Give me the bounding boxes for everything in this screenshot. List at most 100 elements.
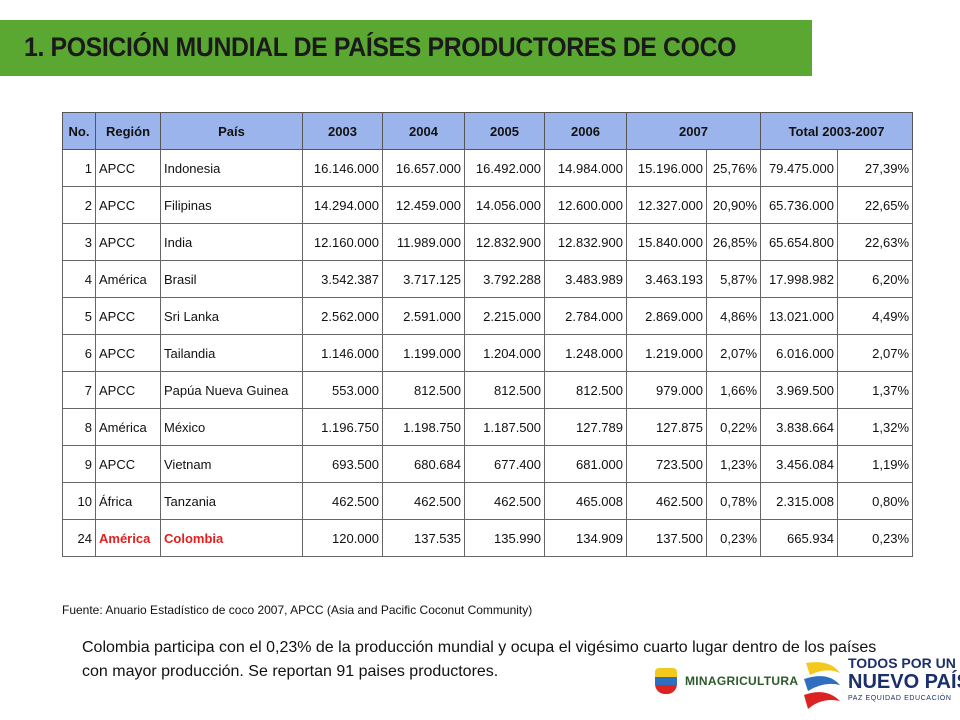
cell-region: APCC <box>95 297 161 335</box>
cell-2007: 462.500 <box>626 482 707 520</box>
cell-country: Vietnam <box>160 445 303 483</box>
cell-2006: 127.789 <box>544 408 627 446</box>
cell-total-share: 1,19% <box>837 445 914 483</box>
gov-slogan-line3: PAZ EQUIDAD EDUCACIÓN <box>848 695 952 702</box>
cell-2005: 677.400 <box>464 445 545 483</box>
cell-total: 3.838.664 <box>760 408 839 446</box>
cell-no: 7 <box>62 371 96 409</box>
cell-total-share: 2,07% <box>837 334 914 372</box>
cell-total: 13.021.000 <box>760 297 839 335</box>
cell-2007-share: 26,85% <box>705 223 762 261</box>
cell-2006: 1.248.000 <box>544 334 627 372</box>
cell-2006: 134.909 <box>544 519 627 557</box>
cell-no: 2 <box>62 186 96 224</box>
cell-2003: 2.562.000 <box>302 297 383 335</box>
cell-total: 3.456.084 <box>760 445 839 483</box>
cell-region: América <box>95 408 161 446</box>
source-note: Fuente: Anuario Estadístico de coco 2007… <box>62 603 533 617</box>
cell-2003: 1.196.750 <box>302 408 383 446</box>
cell-2003: 120.000 <box>302 519 383 557</box>
cell-2004: 1.199.000 <box>382 334 465 372</box>
cell-country: Papúa Nueva Guinea <box>160 371 303 409</box>
table-row: 4 América Brasil 3.542.387 3.717.125 3.792.28… <box>62 260 914 298</box>
header-2004: 2004 <box>382 112 465 150</box>
cell-2003: 1.146.000 <box>302 334 383 372</box>
cell-region: África <box>95 482 161 520</box>
cell-2007-share: 0,22% <box>705 408 762 446</box>
cell-no: 8 <box>62 408 96 446</box>
cell-2007: 2.869.000 <box>626 297 707 335</box>
header-no: No. <box>62 112 96 150</box>
header-total: Total 2003-2007 <box>760 112 914 150</box>
gov-slogan-line2: NUEVO PAÍS <box>848 671 960 693</box>
cell-region: América <box>95 519 161 557</box>
cell-2004: 680.684 <box>382 445 465 483</box>
minagricultura-label: MINAGRICULTURA <box>685 674 799 688</box>
table-row: 3 APCC India 12.160.000 11.989.000 12.832.900… <box>62 223 914 261</box>
cell-2005: 16.492.000 <box>464 149 545 187</box>
cell-total: 65.736.000 <box>760 186 839 224</box>
cell-2004: 1.198.750 <box>382 408 465 446</box>
cell-2006: 465.008 <box>544 482 627 520</box>
cell-no: 4 <box>62 260 96 298</box>
cell-2007: 979.000 <box>626 371 707 409</box>
cell-total: 665.934 <box>760 519 839 557</box>
colombia-crest-icon <box>655 668 677 694</box>
cell-2007: 127.875 <box>626 408 707 446</box>
cell-2004: 16.657.000 <box>382 149 465 187</box>
cell-2007-share: 2,07% <box>705 334 762 372</box>
cell-total-share: 1,37% <box>837 371 914 409</box>
cell-region: APCC <box>95 445 161 483</box>
cell-2003: 12.160.000 <box>302 223 383 261</box>
cell-total-share: 1,32% <box>837 408 914 446</box>
nuevo-pais-logo: TODOS POR UN NUEVO PAÍS PAZ EQUIDAD EDUC… <box>800 655 960 715</box>
cell-2005: 14.056.000 <box>464 186 545 224</box>
cell-2004: 137.535 <box>382 519 465 557</box>
cell-total: 2.315.008 <box>760 482 839 520</box>
page-title: 1. POSICIÓN MUNDIAL DE PAÍSES PRODUCTORE… <box>24 32 737 62</box>
cell-2007-share: 1,23% <box>705 445 762 483</box>
header-region: Región <box>95 112 161 150</box>
cell-no: 10 <box>62 482 96 520</box>
cell-no: 5 <box>62 297 96 335</box>
cell-country: Sri Lanka <box>160 297 303 335</box>
cell-no: 9 <box>62 445 96 483</box>
cell-total-share: 0,80% <box>837 482 914 520</box>
cell-2007: 3.463.193 <box>626 260 707 298</box>
cell-2007: 723.500 <box>626 445 707 483</box>
cell-2006: 2.784.000 <box>544 297 627 335</box>
cell-2007: 15.840.000 <box>626 223 707 261</box>
cell-total: 6.016.000 <box>760 334 839 372</box>
cell-total: 79.475.000 <box>760 149 839 187</box>
cell-total: 17.998.982 <box>760 260 839 298</box>
cell-2006: 12.832.900 <box>544 223 627 261</box>
cell-2007-share: 4,86% <box>705 297 762 335</box>
table-row: 7 APCC Papúa Nueva Guinea 553.000 812.500 812… <box>62 371 914 409</box>
cell-2003: 16.146.000 <box>302 149 383 187</box>
table-row: 6 APCC Tailandia 1.146.000 1.199.000 1.204.00… <box>62 334 914 372</box>
cell-region: APCC <box>95 149 161 187</box>
header-2007: 2007 <box>625 112 762 150</box>
cell-2004: 2.591.000 <box>382 297 465 335</box>
cell-region: APCC <box>95 223 161 261</box>
title-banner <box>0 20 812 76</box>
table-row: 8 América México 1.196.750 1.198.750 1.187.50… <box>62 408 914 446</box>
cell-2004: 812.500 <box>382 371 465 409</box>
cell-country: Tanzania <box>160 482 303 520</box>
cell-2005: 12.832.900 <box>464 223 545 261</box>
cell-2003: 553.000 <box>302 371 383 409</box>
cell-2005: 1.204.000 <box>464 334 545 372</box>
table-row: 9 APCC Vietnam 693.500 680.684 677.400 681.000… <box>62 445 914 483</box>
table-row: 5 APCC Sri Lanka 2.562.000 2.591.000 2.215.00… <box>62 297 914 335</box>
flag-swoosh-icon <box>804 662 840 709</box>
header-2003: 2003 <box>302 112 383 150</box>
cell-2006: 812.500 <box>544 371 627 409</box>
cell-2004: 462.500 <box>382 482 465 520</box>
gov-slogan-line1: TODOS POR UN <box>848 655 956 671</box>
cell-2005: 812.500 <box>464 371 545 409</box>
cell-no: 3 <box>62 223 96 261</box>
cell-country: Tailandia <box>160 334 303 372</box>
header-country: País <box>160 112 303 150</box>
cell-2005: 2.215.000 <box>464 297 545 335</box>
cell-2005: 135.990 <box>464 519 545 557</box>
